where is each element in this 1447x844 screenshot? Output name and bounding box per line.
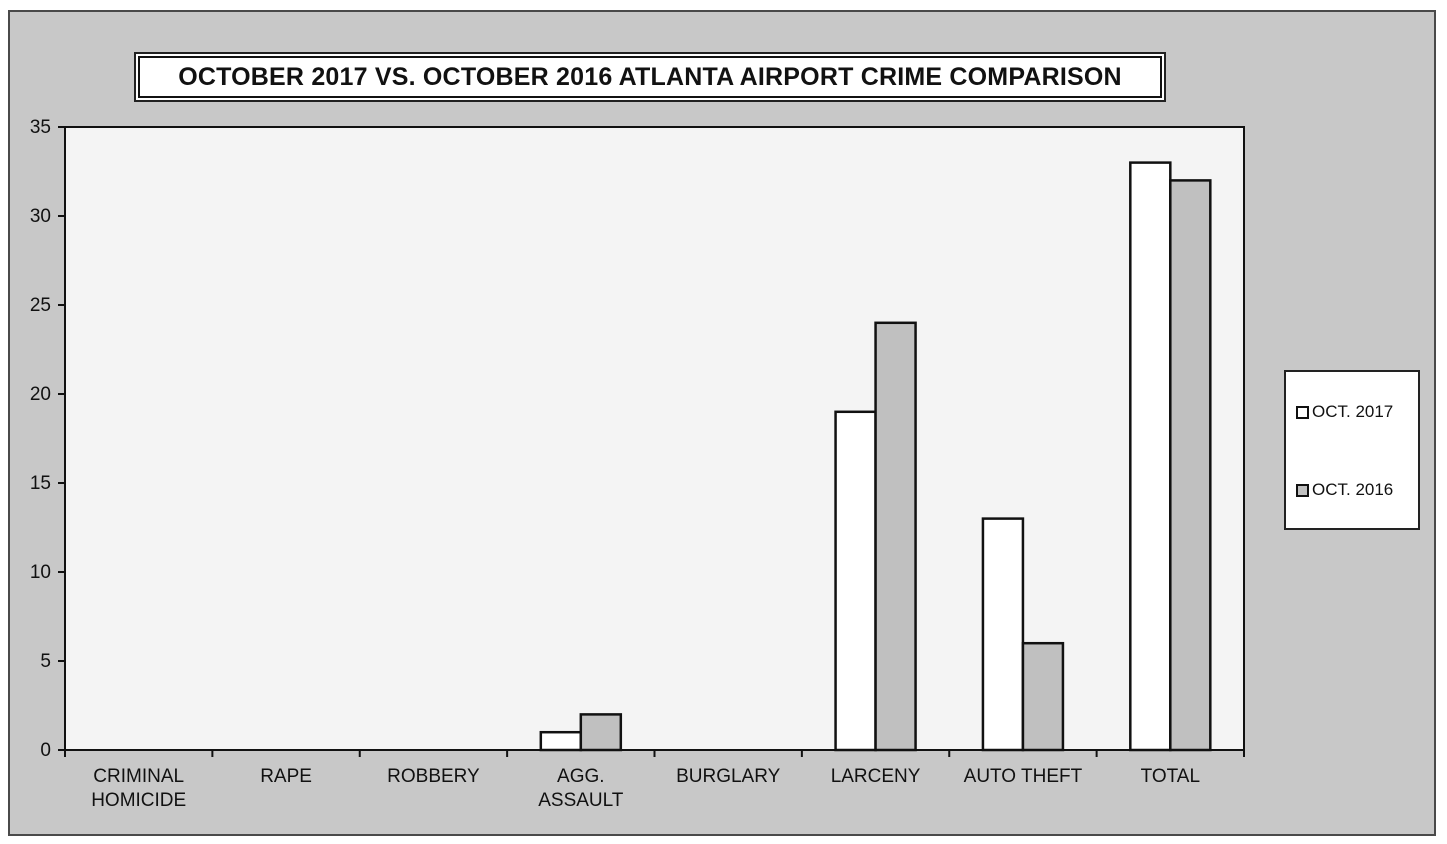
y-tick-label-30: 30 [30,206,51,227]
legend-label-oct-2017: OCT. 2017 [1312,402,1394,421]
legend-swatch-oct-2017 [1296,405,1309,419]
bar-oct-2017-7 [1129,161,1172,752]
bar-oct-2017-3 [539,730,583,752]
bar-oct-2017-6 [981,517,1025,752]
x-category-label-3: AGG. ASSAULT [538,766,624,811]
legend-item-oct-2017: OCT. 2017 [1296,402,1393,422]
y-tick-label-0: 0 [40,740,51,761]
bar-oct-2017-5 [834,410,877,752]
legend-item-oct-2016: OCT. 2016 [1296,480,1393,500]
x-category-label-2: ROBBERY [387,766,480,787]
y-tick-label-5: 5 [40,651,51,672]
chart-frame: 0 5 10 15 20 25 30 35 CRIMINAL HOMICIDE RAPE ROBBER… [8,10,1436,836]
legend-swatch-oct-2016 [1296,483,1309,497]
y-tick-label-20: 20 [30,384,51,405]
bar-oct-2016-7 [1169,179,1212,752]
y-tick-label-25: 25 [30,295,51,316]
x-category-label-4: BURGLARY [676,766,781,787]
chart-title: OCTOBER 2017 VS. OCTOBER 2016 ATLANTA AI… [138,56,1162,98]
bar-oct-2016-3 [579,713,623,752]
y-tick-label-15: 15 [30,473,51,494]
x-category-label-6: AUTO THEFT [964,766,1083,787]
y-tick-label-10: 10 [30,562,51,583]
x-category-label-1: RAPE [260,766,312,787]
chart-canvas: 0 5 10 15 20 25 30 35 CRIMINAL HOMICIDE RAPE ROBBER… [30,117,1245,811]
y-tick-label-35: 35 [30,117,51,138]
plot-area [64,126,1245,751]
x-category-label-0: CRIMINAL HOMICIDE [91,766,186,811]
bar-oct-2016-6 [1021,641,1065,752]
x-category-label-7: TOTAL [1141,766,1200,787]
x-category-label-5: LARCENY [831,766,921,787]
legend-label-oct-2016: OCT. 2016 [1312,480,1394,499]
legend: OCT. 2017 OCT. 2016 [1284,370,1420,530]
bar-oct-2016-5 [874,321,917,752]
